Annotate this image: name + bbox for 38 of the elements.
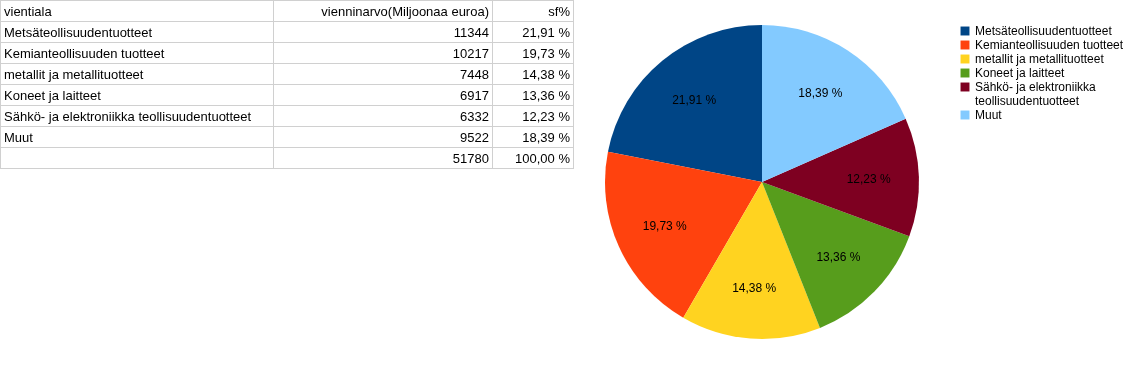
text: 21,91 %: [672, 92, 717, 107]
text: 10217: [273, 42, 493, 64]
text: 11344: [273, 21, 493, 43]
pie-slice: [607, 25, 762, 182]
pie-slice: [762, 118, 919, 237]
text: 7448: [273, 63, 493, 85]
category-label: Metsäteollisuudentuotteet: [4, 24, 153, 40]
text: vienninarvo(Miljoonaa euroa): [273, 0, 493, 22]
text: 12,23 %: [522, 108, 570, 124]
text: vientiala: [0, 0, 274, 22]
data-label: 19,73 %: [642, 219, 688, 234]
text: 14,38 %: [522, 66, 570, 82]
text: sf%: [492, 0, 574, 22]
category-label: Kemianteollisuuden tuotteet: [4, 45, 165, 61]
data-label: 14,38 %: [732, 281, 777, 296]
data-label: 13,36 %: [816, 249, 861, 264]
legend-label: Kemianteollisuuden tuotteet: [975, 38, 1124, 52]
text: 100,00 %: [492, 147, 574, 169]
text: 51780: [273, 147, 493, 169]
pie-slice: [605, 151, 762, 318]
text: 9522: [273, 126, 493, 148]
category-label: Muut: [4, 129, 33, 145]
text: 6332: [273, 105, 493, 127]
data-label: 18,39 %: [798, 85, 843, 100]
legend-label: Sähkö- ja elektroniikka teollisuudentuotteet: [975, 80, 1097, 108]
legend-label: metallit ja metallituotteet: [975, 52, 1105, 66]
data-label: 12,23 %: [846, 171, 892, 186]
legend-label: Metsäteollisuudentuotteet: [975, 24, 1113, 38]
data-label: 21,91 %: [492, 21, 574, 43]
legend-label: Koneet ja laitteet: [975, 66, 1066, 80]
category-label: Koneet ja laitteet: [4, 87, 101, 103]
text: 19,73 %: [522, 45, 570, 61]
category-label: metallit ja metallituotteet: [4, 66, 144, 82]
text: 6917: [273, 84, 493, 106]
category-label: Sähkö- ja elektroniikka teollisuudentuotteet: [4, 108, 252, 124]
text: 13,36 %: [522, 87, 570, 103]
legend-label: Muut: [975, 108, 1003, 122]
text: 18,39 %: [522, 129, 570, 145]
